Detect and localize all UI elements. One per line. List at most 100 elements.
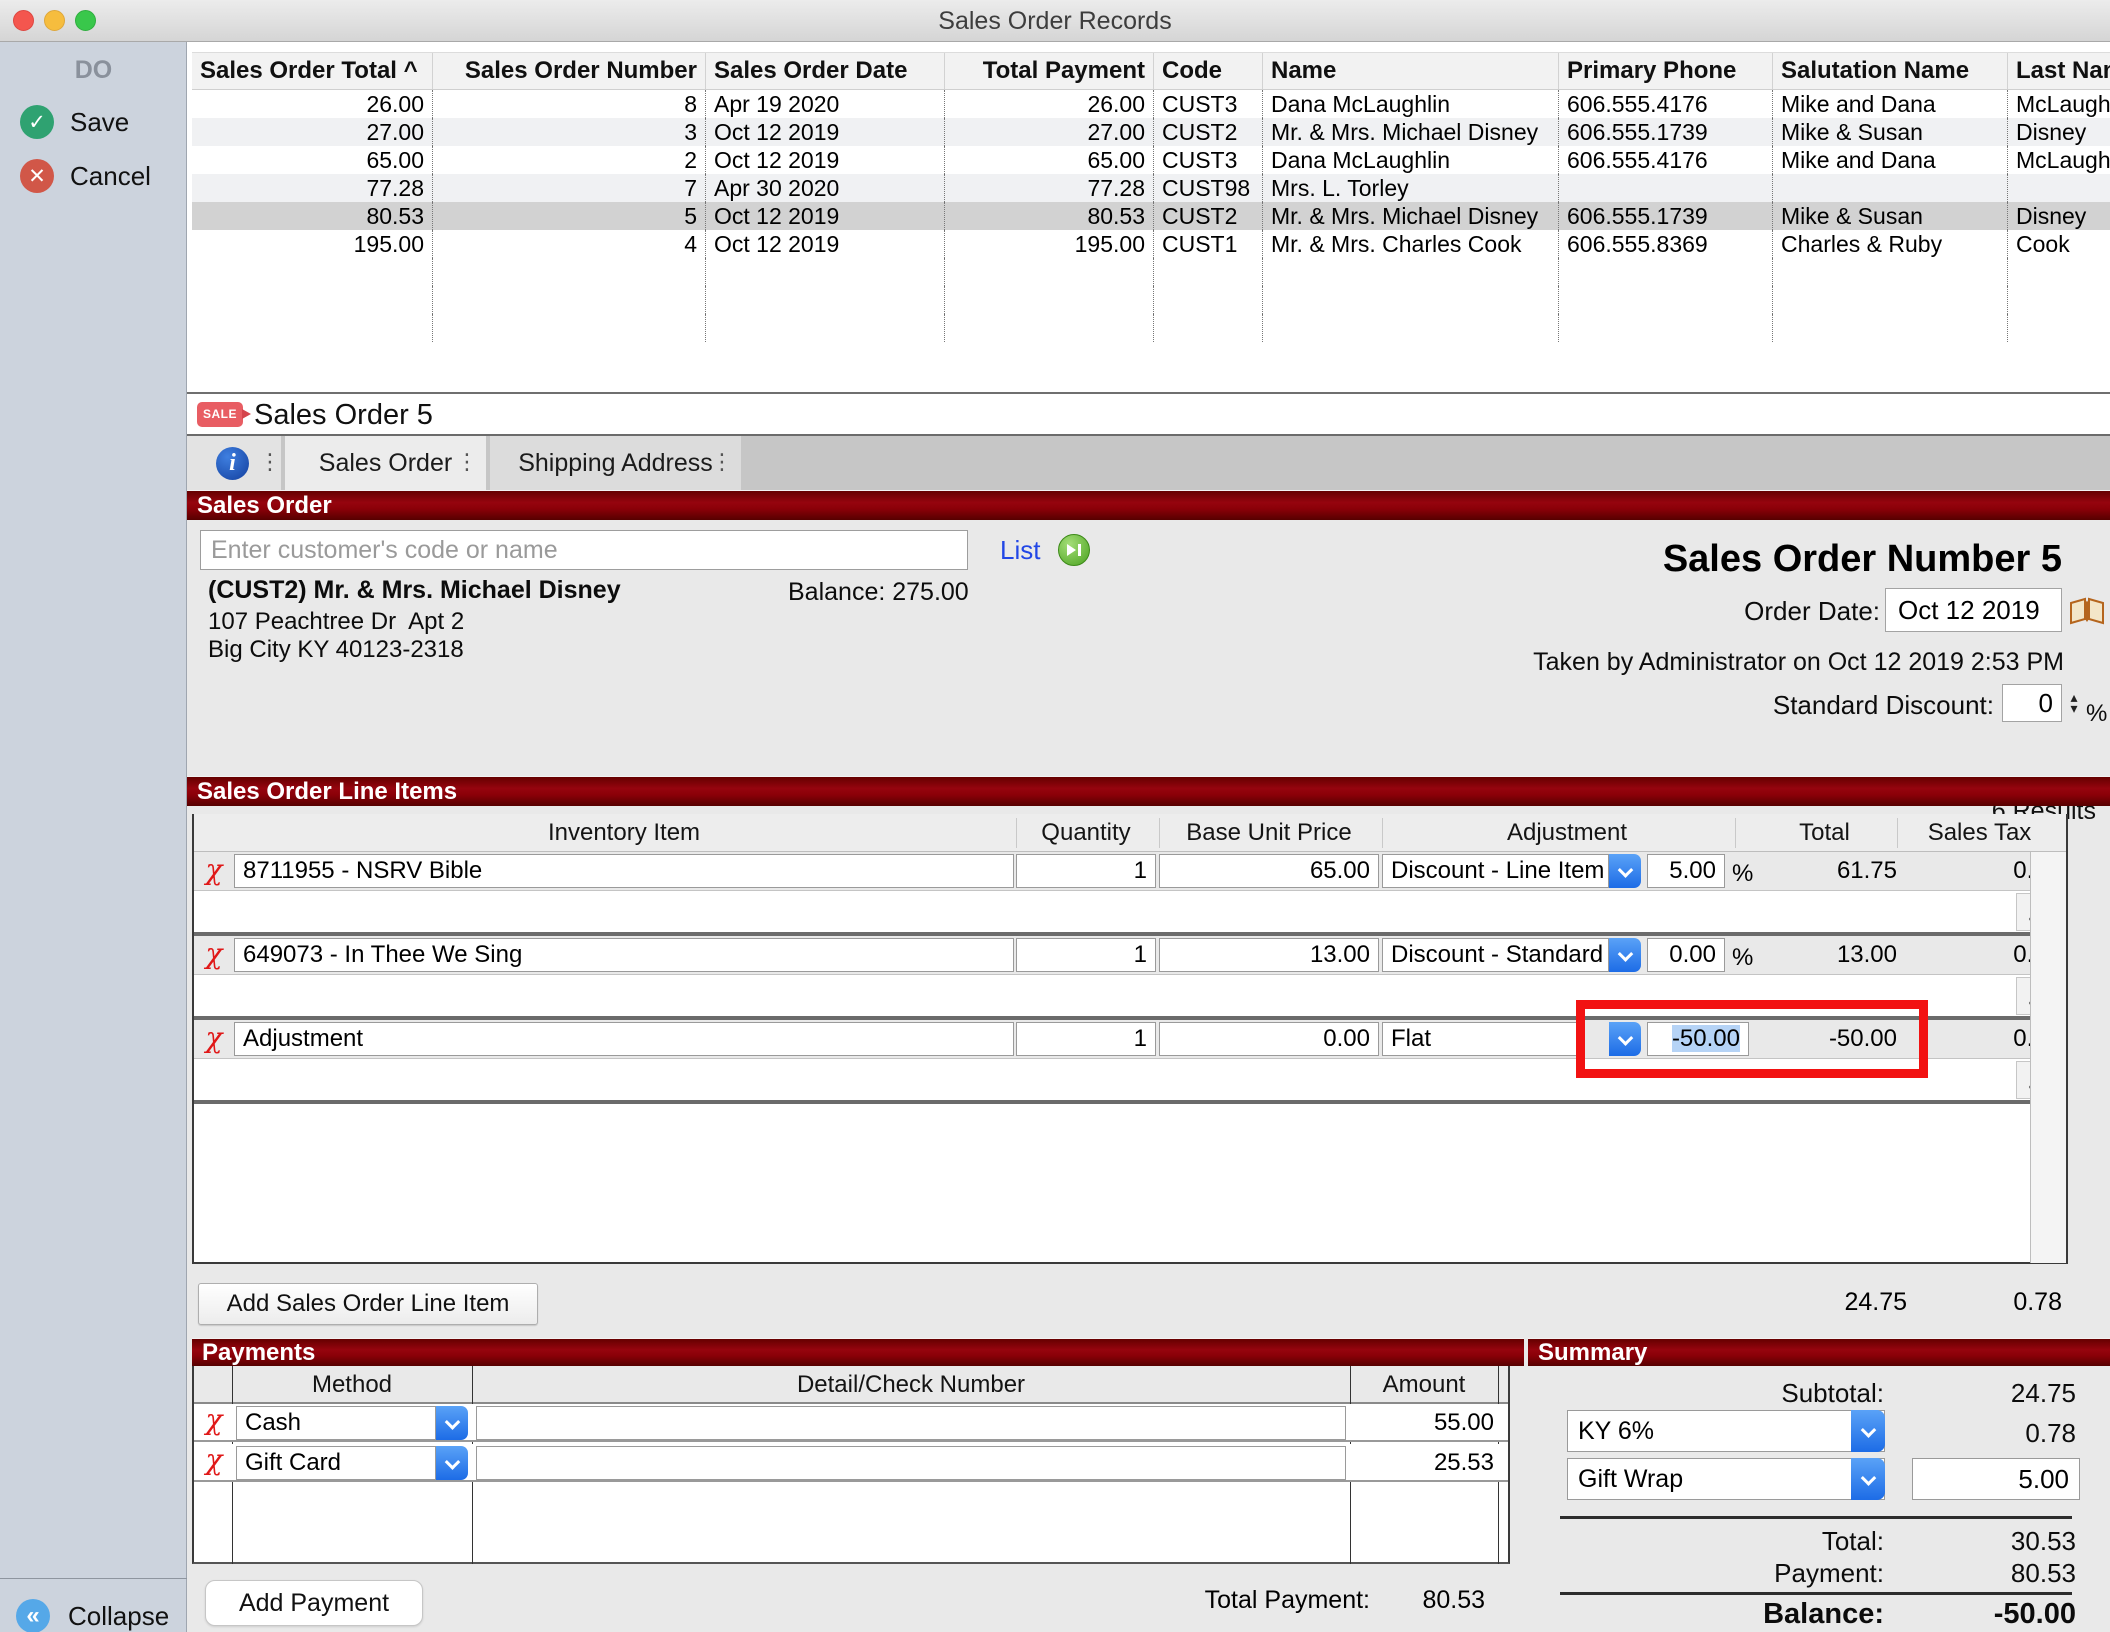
col-quantity: Quantity <box>1041 819 1131 846</box>
payment-amount[interactable]: 25.53 <box>1433 1449 1494 1476</box>
cell-phone: 606.555.1739 <box>1559 118 1773 146</box>
quantity-input[interactable]: 1 <box>1016 1022 1156 1056</box>
cell-total: 195.00 <box>192 230 433 258</box>
inventory-item-input[interactable]: Adjustment <box>234 1022 1014 1056</box>
calendar-book-icon[interactable] <box>2068 596 2106 631</box>
col-inventory-item: Inventory Item <box>547 819 701 846</box>
column-header-sales-order-number[interactable]: Sales Order Number <box>433 53 706 89</box>
detail-check-number-input[interactable] <box>476 1446 1346 1480</box>
column-header-salutation-name[interactable]: Salutation Name <box>1773 53 2008 89</box>
save-label: Save <box>70 106 130 137</box>
customer-search-input[interactable] <box>200 530 968 570</box>
cell-salutation: Mike & Susan <box>1773 118 2008 146</box>
base-unit-price-input[interactable]: 0.00 <box>1159 1022 1379 1056</box>
collapse-button[interactable]: « Collapse <box>16 1594 169 1632</box>
adjustment-type-dropdown[interactable]: Flat <box>1382 1022 1582 1056</box>
cell-total: 80.53 <box>192 202 433 230</box>
stepper-up-icon[interactable]: ▴ <box>2070 689 2078 705</box>
adjustment-dropdown-button[interactable] <box>1609 1022 1641 1056</box>
discount-stepper[interactable]: ▴ ▾ <box>2066 684 2082 722</box>
list-link[interactable]: List <box>1000 535 1041 565</box>
info-segment: i ⋮ <box>187 436 281 490</box>
add-payment-button[interactable]: Add Payment <box>205 1580 423 1626</box>
adjustment-type-dropdown[interactable]: Discount - Line Item <box>1382 854 1609 888</box>
info-icon[interactable]: i <box>216 447 249 480</box>
section-header-payments: Payments <box>192 1338 1524 1366</box>
adjustment-dropdown-button[interactable] <box>1609 854 1641 888</box>
delete-payment-icon[interactable]: χ <box>205 1403 223 1436</box>
record-row[interactable]: 195.00 4 Oct 12 2019 195.00 CUST1 Mr. & … <box>192 230 2110 258</box>
record-row[interactable]: 26.00 8 Apr 19 2020 26.00 CUST3 Dana McL… <box>192 90 2110 118</box>
stepper-down-icon[interactable]: ▾ <box>2070 700 2078 716</box>
save-button[interactable]: ✓ Save <box>20 104 129 140</box>
detail-check-number-input[interactable] <box>476 1406 1346 1440</box>
delete-line-item-icon[interactable]: χ <box>205 1021 223 1054</box>
zoom-window-button[interactable] <box>75 10 96 31</box>
cell-salutation: Mike & Susan <box>1773 202 2008 230</box>
cell-date: Oct 12 2019 <box>706 146 945 174</box>
adjustment-type-dropdown[interactable]: Discount - Standard <box>1382 938 1609 972</box>
total-value: 30.53 <box>2010 1526 2076 1556</box>
balance-label: Balance: <box>1763 1598 1884 1630</box>
cell-total: 65.00 <box>192 146 433 174</box>
payment-amount[interactable]: 55.00 <box>1433 1409 1494 1436</box>
delete-payment-icon[interactable]: χ <box>205 1443 223 1476</box>
adjustment-value-input[interactable]: 5.00 <box>1647 854 1725 888</box>
tax-rate-dropdown[interactable]: KY 6% <box>1567 1410 1885 1452</box>
inventory-item-input[interactable]: 8711955 - NSRV Bible <box>234 854 1014 888</box>
cell-total: 77.28 <box>192 174 433 202</box>
line-items-vertical-scrollbar[interactable] <box>2030 852 2066 1263</box>
extra-dropdown-button[interactable] <box>1851 1458 1885 1500</box>
column-header-code[interactable]: Code <box>1154 53 1263 89</box>
method-dropdown-button[interactable] <box>436 1446 468 1480</box>
add-line-item-button[interactable]: Add Sales Order Line Item <box>198 1283 538 1325</box>
adjustment-dropdown-button[interactable] <box>1609 938 1641 972</box>
column-header-sales-order-date[interactable]: Sales Order Date <box>706 53 945 89</box>
column-header-total-payment[interactable]: Total Payment <box>945 53 1154 89</box>
tax-dropdown-button[interactable] <box>1851 1410 1885 1452</box>
chevron-down-icon <box>1617 1029 1633 1046</box>
subtotal-value: 24.75 <box>2010 1378 2076 1408</box>
tab-bar: i ⋮ Sales Order ⋮ Shipping Address ⋮ <box>187 436 2110 490</box>
minimize-window-button[interactable] <box>44 10 65 31</box>
cancel-button[interactable]: ✕ Cancel <box>20 158 151 194</box>
line-items-total: 24.75 <box>1844 1288 1907 1316</box>
line-total: 13.00 <box>1836 941 1897 968</box>
record-row[interactable]: 27.00 3 Oct 12 2019 27.00 CUST2 Mr. & Mr… <box>192 118 2110 146</box>
tab-shipping-address[interactable]: Shipping Address ⋮ <box>490 436 741 490</box>
cell-number: 7 <box>433 174 706 202</box>
inventory-item-input[interactable]: 649073 - In Thee We Sing <box>234 938 1014 972</box>
method-dropdown-button[interactable] <box>436 1406 468 1440</box>
column-header-name[interactable]: Name <box>1263 53 1559 89</box>
column-header-last-name[interactable]: Last Name <box>2016 57 2110 84</box>
extra-amount-input[interactable]: 5.00 <box>1912 1458 2080 1500</box>
column-header-primary-phone[interactable]: Primary Phone <box>1559 53 1773 89</box>
tab-sales-order[interactable]: Sales Order ⋮ <box>285 436 486 490</box>
base-unit-price-input[interactable]: 13.00 <box>1159 938 1379 972</box>
extra-charge-dropdown[interactable]: Gift Wrap <box>1567 1458 1885 1500</box>
balance-value: -50.00 <box>1993 1598 2076 1630</box>
adjustment-value-input[interactable]: 0.00 <box>1647 938 1725 972</box>
col-sales-tax: Sales Tax <box>1927 819 2032 846</box>
base-unit-price-input[interactable]: 65.00 <box>1159 854 1379 888</box>
payment-method-dropdown[interactable]: Gift Card <box>236 1446 436 1480</box>
quantity-input[interactable]: 1 <box>1016 938 1156 972</box>
adjustment-value-input-focused[interactable]: -50.00 <box>1647 1022 1749 1056</box>
delete-line-item-icon[interactable]: χ <box>205 937 223 970</box>
record-row-selected[interactable]: 80.53 5 Oct 12 2019 80.53 CUST2 Mr. & Mr… <box>192 202 2110 230</box>
column-header-sales-order-total[interactable]: Sales Order Total ^ <box>192 53 433 89</box>
order-date-input[interactable]: Oct 12 2019 <box>1885 588 2062 632</box>
standard-discount-input[interactable]: 0 <box>2002 684 2062 722</box>
customer-balance: Balance: 275.00 <box>788 578 969 606</box>
delete-line-item-icon[interactable]: χ <box>205 853 223 886</box>
cell-name: Mr. & Mrs. Charles Cook <box>1263 230 1559 258</box>
payment-row: χ Cash 55.00 <box>194 1404 1508 1442</box>
record-row[interactable]: 77.28 7 Apr 30 2020 77.28 CUST98 Mrs. L.… <box>192 174 2110 202</box>
line-item-row: χ 649073 - In Thee We Sing 1 13.00 Disco… <box>194 936 2066 974</box>
go-arrow-button[interactable] <box>1058 534 1090 566</box>
close-window-button[interactable] <box>13 10 34 31</box>
quantity-input[interactable]: 1 <box>1016 854 1156 888</box>
cell-phone <box>1559 174 1773 202</box>
record-row[interactable]: 65.00 2 Oct 12 2019 65.00 CUST3 Dana McL… <box>192 146 2110 174</box>
payment-method-dropdown[interactable]: Cash <box>236 1406 436 1440</box>
